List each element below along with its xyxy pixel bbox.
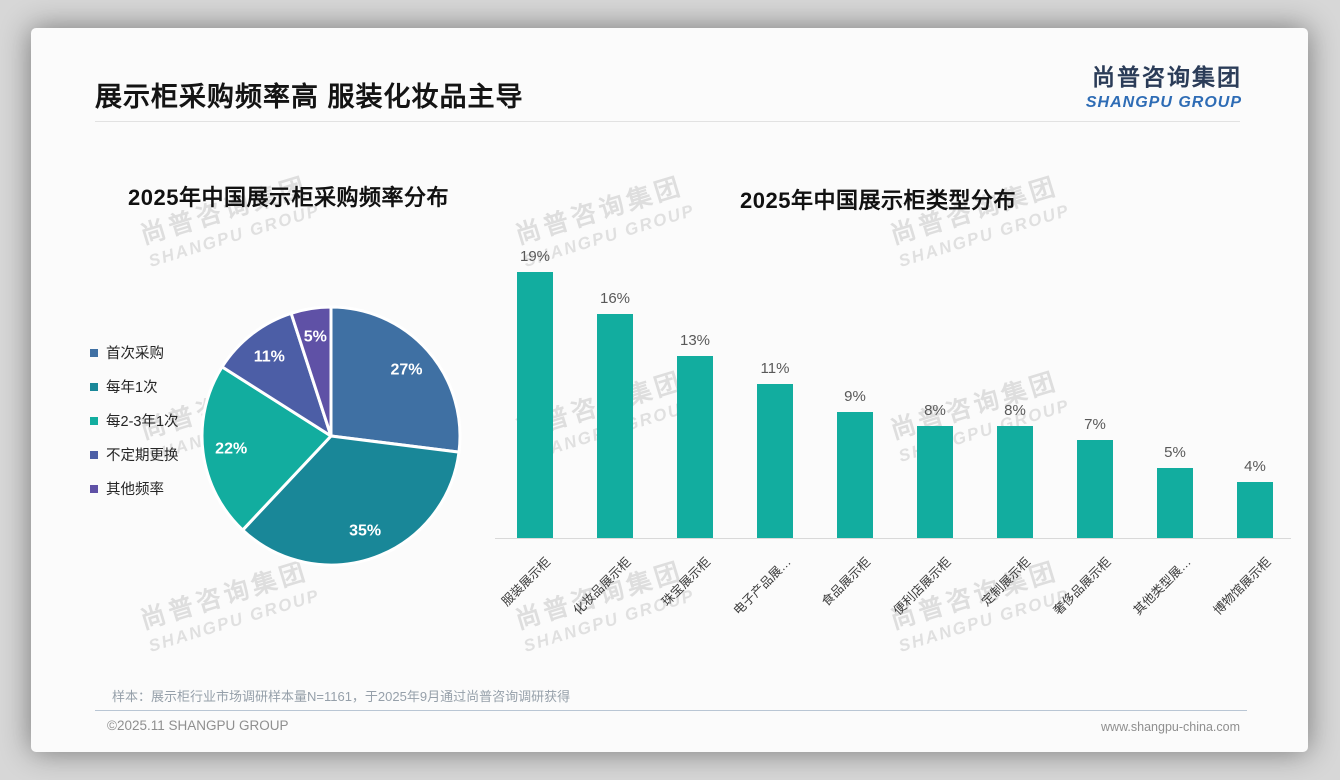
bar-value-label: 9% bbox=[844, 388, 866, 405]
bar-value-label: 8% bbox=[924, 402, 946, 419]
pie-slice bbox=[289, 305, 333, 438]
legend-item: 首次采购 bbox=[90, 342, 179, 363]
page-title: 展示柜采购频率高 服装化妆品主导 bbox=[95, 82, 524, 112]
pie-value-label: 35% bbox=[349, 523, 381, 540]
bar-category-label: 服装展示柜 bbox=[499, 554, 554, 609]
pie-value-label: 22% bbox=[215, 441, 247, 458]
bar bbox=[917, 426, 953, 538]
bar-value-label: 7% bbox=[1084, 416, 1106, 433]
bar-value-label: 13% bbox=[679, 332, 711, 349]
bar bbox=[837, 412, 873, 538]
website-text: www.shangpu-china.com bbox=[1101, 720, 1240, 734]
legend-swatch bbox=[90, 382, 98, 391]
bar-category-label: 奢侈品展示柜 bbox=[1050, 554, 1114, 618]
footer-divider bbox=[95, 710, 1247, 711]
bar-value-label: 4% bbox=[1244, 458, 1266, 475]
legend-swatch bbox=[90, 416, 98, 425]
bar bbox=[1157, 468, 1193, 538]
bar-category-label: 食品展示柜 bbox=[819, 554, 874, 609]
pie-slice bbox=[329, 305, 462, 454]
legend-item: 其他频率 bbox=[90, 478, 179, 499]
bar-category-label: 其他类型展… bbox=[1130, 554, 1194, 618]
pie-value-label: 11% bbox=[254, 349, 285, 366]
bar-value-label: 5% bbox=[1164, 444, 1186, 461]
x-axis-line bbox=[495, 538, 1291, 539]
bar-chart-title: 2025年中国展示柜类型分布 bbox=[740, 188, 1016, 213]
legend-label: 每2-3年1次 bbox=[106, 414, 179, 430]
legend-item: 每2-3年1次 bbox=[90, 410, 179, 431]
watermark-text-cn: 尚普咨询集团 bbox=[512, 172, 687, 250]
bar-value-label: 16% bbox=[599, 290, 631, 307]
bar-category-label: 博物馆展示柜 bbox=[1210, 554, 1274, 618]
pie-slice bbox=[220, 311, 333, 438]
bar-category-label: 定制展示柜 bbox=[979, 554, 1034, 609]
legend-swatch bbox=[90, 348, 98, 357]
company-logo: 尚普咨询集团 SHANGPU GROUP bbox=[1086, 58, 1242, 112]
pie-chart: 27% 35% 22% 11% 5% bbox=[200, 305, 462, 567]
legend-label: 首次采购 bbox=[106, 346, 164, 362]
bar-category-label: 便利店展示柜 bbox=[890, 554, 954, 618]
pie-legend: 首次采购每年1次每2-3年1次 不定期更换其他频率 bbox=[90, 342, 179, 512]
bar-category-label: 珠宝展示柜 bbox=[659, 554, 714, 609]
pie-value-label: 5% bbox=[304, 329, 327, 346]
slide-card: 尚普咨询集团 SHANGPU GROUP 尚普咨询集团 SHANGPU GROUP 尚普… bbox=[31, 28, 1308, 752]
legend-label: 其他频率 bbox=[106, 482, 164, 498]
pie-slice bbox=[241, 434, 461, 567]
pie-value-label: 27% bbox=[390, 362, 422, 379]
legend-swatch bbox=[90, 450, 98, 459]
bar-chart: 19% 服装展示柜 16% 化妆品展示柜 13% 珠宝展示柜 11% 电子产品展… 9% 食品展示… bbox=[495, 248, 1295, 660]
bar-value-label: 8% bbox=[1004, 402, 1026, 419]
logo-text-en: SHANGPU GROUP bbox=[1085, 94, 1242, 111]
watermark-text-en: SHANGPU GROUP bbox=[146, 585, 323, 656]
legend-item: 不定期更换 bbox=[90, 444, 179, 465]
bar-category-label: 电子产品展… bbox=[730, 554, 794, 618]
pie-slice bbox=[200, 365, 333, 532]
legend-label: 每年1次 bbox=[106, 380, 158, 396]
bar bbox=[757, 384, 793, 538]
legend-item: 每年1次 bbox=[90, 376, 179, 397]
bar bbox=[1077, 440, 1113, 538]
legend-label: 不定期更换 bbox=[106, 448, 179, 464]
header-divider bbox=[95, 121, 1240, 122]
bar bbox=[997, 426, 1033, 538]
bar-category-label: 化妆品展示柜 bbox=[570, 554, 634, 618]
sample-footnote: 样本：展示柜行业市场调研样本量N=1161，于2025年9月通过尚普咨询调研获得 bbox=[112, 689, 571, 704]
bar bbox=[1237, 482, 1273, 538]
bar-value-label: 19% bbox=[519, 248, 551, 265]
legend-swatch bbox=[90, 484, 98, 493]
bar bbox=[517, 272, 553, 538]
bar bbox=[597, 314, 633, 538]
bar-value-label: 11% bbox=[760, 360, 790, 377]
copyright-text: ©2025.11 SHANGPU GROUP bbox=[107, 718, 289, 733]
bar bbox=[677, 356, 713, 538]
pie-chart-title: 2025年中国展示柜采购频率分布 bbox=[128, 185, 449, 210]
logo-text-cn: 尚普咨询集团 bbox=[1092, 64, 1242, 90]
